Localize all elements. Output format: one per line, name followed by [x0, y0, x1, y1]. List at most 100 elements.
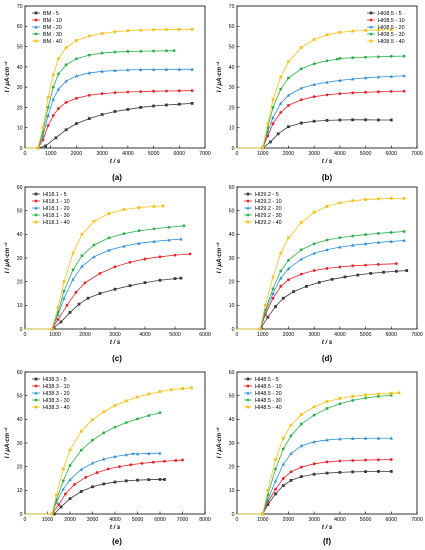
x-tick-label: 7000: [199, 151, 211, 157]
data-point: [325, 33, 329, 37]
legend-entry: BM - 5: [43, 11, 59, 17]
series-line: [237, 119, 392, 149]
series-5: [25, 101, 194, 150]
data-point: [377, 392, 380, 396]
data-point: [261, 512, 265, 516]
data-point: [377, 55, 380, 59]
data-point: [287, 278, 290, 282]
data-point: [281, 477, 285, 480]
y-tick-label: 50: [229, 394, 235, 400]
data-point: [364, 233, 367, 236]
data-point: [128, 260, 132, 264]
data-point: [356, 273, 360, 277]
legend-swatch-marker: [34, 220, 38, 224]
data-point: [64, 46, 68, 49]
data-point: [389, 196, 393, 200]
data-point: [351, 470, 355, 474]
data-point: [139, 28, 143, 32]
data-point: [177, 67, 181, 71]
x-tick-label: 1000: [257, 517, 269, 523]
data-point: [289, 451, 293, 456]
x-tick-label: 6000: [386, 332, 398, 338]
data-point: [377, 458, 380, 462]
data-point: [364, 458, 367, 462]
series-line: [237, 231, 405, 330]
y-tick-label: 20: [17, 105, 23, 111]
data-point: [36, 146, 40, 150]
data-point: [87, 93, 91, 97]
y-tick-label: 60: [229, 370, 235, 376]
data-point: [113, 404, 117, 408]
data-point: [338, 118, 342, 122]
y-tick-label: 50: [229, 44, 235, 50]
data-point: [131, 451, 135, 456]
legend-swatch-marker: [34, 377, 38, 381]
data-point: [338, 397, 342, 400]
data-point: [71, 251, 75, 255]
data-point: [74, 74, 79, 78]
data-point: [299, 86, 303, 90]
data-point: [271, 275, 275, 279]
data-point: [299, 422, 303, 426]
x-tick-label: 2000: [71, 151, 83, 157]
plot-frame: [236, 5, 418, 149]
x-tick-label: 2000: [283, 517, 295, 523]
data-point: [179, 276, 183, 280]
data-point: [402, 238, 406, 242]
x-tick-label: 7000: [411, 332, 423, 338]
series-10: [237, 89, 406, 150]
series-10: [25, 458, 184, 516]
data-point: [395, 262, 398, 266]
data-point: [271, 115, 275, 119]
data-point: [80, 254, 84, 258]
data-point: [107, 212, 111, 215]
data-point: [312, 462, 316, 466]
data-point: [389, 391, 393, 395]
data-point: [258, 327, 262, 331]
data-point: [338, 30, 342, 34]
x-tick-label: 7000: [411, 151, 423, 157]
x-tick-label: 7000: [411, 517, 423, 523]
data-point: [325, 460, 329, 464]
panel-label: (e): [112, 537, 122, 546]
legend-swatch-marker: [369, 39, 373, 43]
data-point: [364, 470, 367, 474]
data-point: [135, 452, 140, 456]
x-axis-label: t / s: [322, 340, 333, 346]
data-point: [61, 487, 65, 491]
data-point: [279, 111, 283, 114]
data-point: [174, 459, 178, 462]
data-point: [351, 234, 355, 238]
data-point: [325, 471, 329, 475]
y-tick-label: 50: [17, 44, 23, 50]
series-line: [237, 75, 405, 149]
data-point: [91, 418, 94, 422]
data-point: [92, 255, 96, 259]
data-point: [165, 28, 168, 31]
data-point: [152, 104, 155, 108]
data-point: [64, 128, 68, 132]
x-tick-label: 6000: [154, 517, 166, 523]
data-point: [351, 243, 355, 247]
data-point: [299, 121, 303, 125]
y-tick-label: 0: [20, 327, 23, 333]
data-point: [402, 89, 406, 93]
data-point: [102, 431, 106, 435]
data-point: [287, 125, 290, 129]
data-point: [126, 29, 130, 33]
data-point: [65, 303, 69, 307]
x-tick-label: 6000: [174, 151, 186, 157]
y-tick-label: 0: [20, 146, 23, 152]
x-tick-label: 2000: [283, 332, 295, 338]
data-point: [80, 264, 84, 268]
data-point: [95, 471, 99, 474]
y-axis-label: I / μA·cm⁻²: [216, 61, 223, 92]
data-point: [90, 461, 95, 465]
series-30: [25, 224, 186, 331]
legend-entry: BM - 30: [43, 32, 62, 38]
series-40: [25, 386, 193, 516]
data-point: [102, 482, 106, 486]
data-point: [52, 512, 56, 516]
